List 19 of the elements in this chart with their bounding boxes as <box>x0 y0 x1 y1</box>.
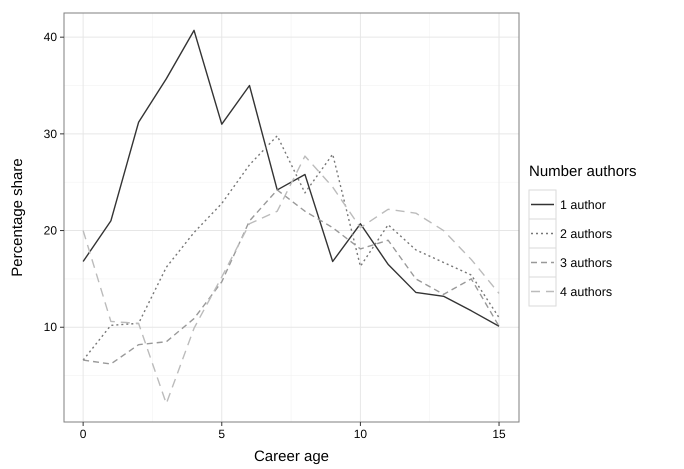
y-axis-title: Percentage share <box>9 158 26 277</box>
y-tick-label: 20 <box>44 224 58 238</box>
legend-label: 4 authors <box>560 285 612 299</box>
x-axis-title: Career age <box>254 448 330 465</box>
x-tick-label: 0 <box>80 427 87 441</box>
line-series <box>82 155 500 404</box>
y-tick-label: 30 <box>44 126 58 141</box>
legend-title: Number authors <box>529 163 637 180</box>
x-tick-label: 5 <box>218 427 226 441</box>
y-tick-label: 10 <box>44 320 58 334</box>
legend-label: 1 author <box>560 198 606 212</box>
x-tick-label: 10 <box>354 427 368 441</box>
x-tick-label: 15 <box>492 427 506 441</box>
line-series <box>82 189 500 365</box>
line-series <box>82 30 500 327</box>
line-series <box>82 135 500 361</box>
y-tick-label: 40 <box>44 30 58 44</box>
legend-label: 2 authors <box>560 227 612 241</box>
legend-label: 3 authors <box>560 256 612 270</box>
